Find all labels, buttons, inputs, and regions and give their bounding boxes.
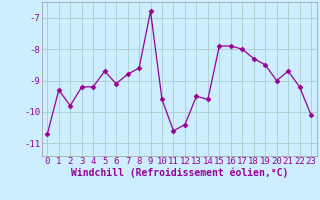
X-axis label: Windchill (Refroidissement éolien,°C): Windchill (Refroidissement éolien,°C) <box>70 168 288 178</box>
